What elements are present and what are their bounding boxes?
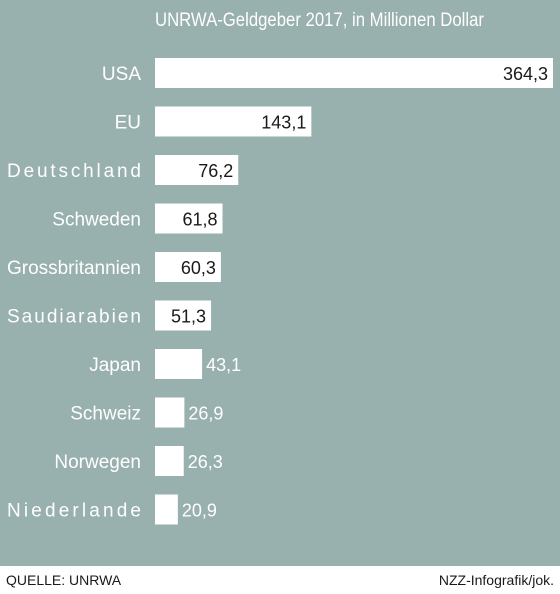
chart-panel: UNRWA-Geldgeber 2017, in Millionen Dolla… <box>0 0 560 566</box>
category-label: Schweiz <box>70 404 141 425</box>
category-label: Deutschland <box>7 161 141 182</box>
value-label: 20,9 <box>182 501 217 521</box>
bar <box>155 58 553 88</box>
value-label: 43,1 <box>206 355 241 375</box>
bar <box>155 252 221 282</box>
category-label: Niederlande <box>7 501 141 522</box>
chart-title: UNRWA-Geldgeber 2017, in Millionen Dolla… <box>155 10 484 31</box>
bar <box>155 494 178 525</box>
category-label: EU <box>115 113 141 134</box>
value-label: 143,1 <box>261 113 306 133</box>
value-label: 76,2 <box>198 161 233 181</box>
bar-chart: USA 364,3 EU 143,1 Deutschland 76,2 Schweden 61… <box>7 58 553 525</box>
category-label: USA <box>102 64 141 85</box>
category-label: Saudiarabien <box>7 307 141 328</box>
category-label: Japan <box>89 355 141 376</box>
bar <box>155 349 203 379</box>
bar <box>155 155 239 185</box>
value-label: 364,3 <box>503 64 548 84</box>
value-label: 61,8 <box>182 210 217 230</box>
chart-footer: QUELLE: UNRWA NZZ-Infografik/jok. <box>0 566 560 594</box>
category-label: Norwegen <box>54 452 141 473</box>
bar <box>155 446 184 476</box>
bar <box>155 300 212 331</box>
bar <box>155 203 223 234</box>
value-label: 51,3 <box>171 307 206 327</box>
category-label: Grossbritannien <box>7 258 141 279</box>
bar <box>155 106 312 137</box>
category-label: Schweden <box>52 210 141 231</box>
bar <box>155 397 185 428</box>
value-label: 26,3 <box>188 452 223 472</box>
value-label: 60,3 <box>181 258 216 278</box>
credit-note: NZZ-Infografik/jok. <box>438 572 554 588</box>
source-note: QUELLE: UNRWA <box>6 572 122 588</box>
value-label: 26,9 <box>188 404 223 424</box>
